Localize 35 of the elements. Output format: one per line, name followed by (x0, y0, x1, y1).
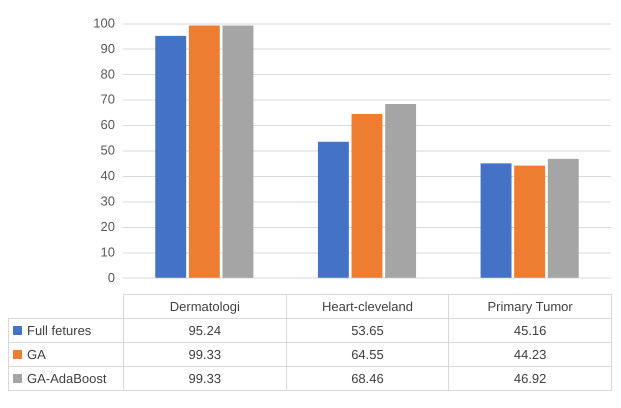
y-tick-label: 30 (100, 193, 115, 208)
bar (548, 158, 579, 278)
legend-label: GA (8, 342, 124, 366)
data-label: 53.65 (286, 318, 449, 342)
bar (318, 142, 349, 278)
data-label: 44.23 (448, 342, 612, 366)
y-tick-label: 0 (108, 270, 115, 285)
legend-label: Full fetures (8, 318, 124, 342)
data-label: 95.24 (124, 318, 286, 342)
y-tick-label: 80 (100, 66, 115, 82)
y-tick-label: 70 (100, 92, 115, 107)
y-tick-label: 50 (100, 142, 115, 158)
data-label: 45.16 (448, 318, 612, 342)
y-tick-label: 90 (100, 40, 115, 56)
data-label: 64.55 (286, 342, 449, 366)
bar (385, 104, 416, 278)
legend-label: GA-AdaBoost (8, 366, 124, 390)
y-tick-label: 20 (100, 218, 115, 234)
data-label: 99.33 (124, 342, 286, 366)
bar (514, 166, 546, 278)
bar (188, 26, 220, 278)
bar (155, 36, 186, 278)
bar (480, 163, 512, 278)
data-label: 99.33 (124, 366, 286, 390)
y-tick-label: 100 (93, 15, 115, 30)
x-tick-label: Primary Tumor (448, 294, 612, 318)
bar (222, 26, 254, 278)
y-tick-label: 40 (100, 168, 115, 184)
data-label: 46.92 (448, 366, 612, 390)
data-label: 68.46 (286, 366, 449, 390)
x-tick-label: Heart-cleveland (286, 294, 449, 318)
y-tick-label: 60 (100, 117, 115, 132)
x-tick-label: Dermatologi (124, 294, 286, 318)
y-tick-label: 10 (100, 244, 115, 260)
bar (352, 114, 382, 278)
